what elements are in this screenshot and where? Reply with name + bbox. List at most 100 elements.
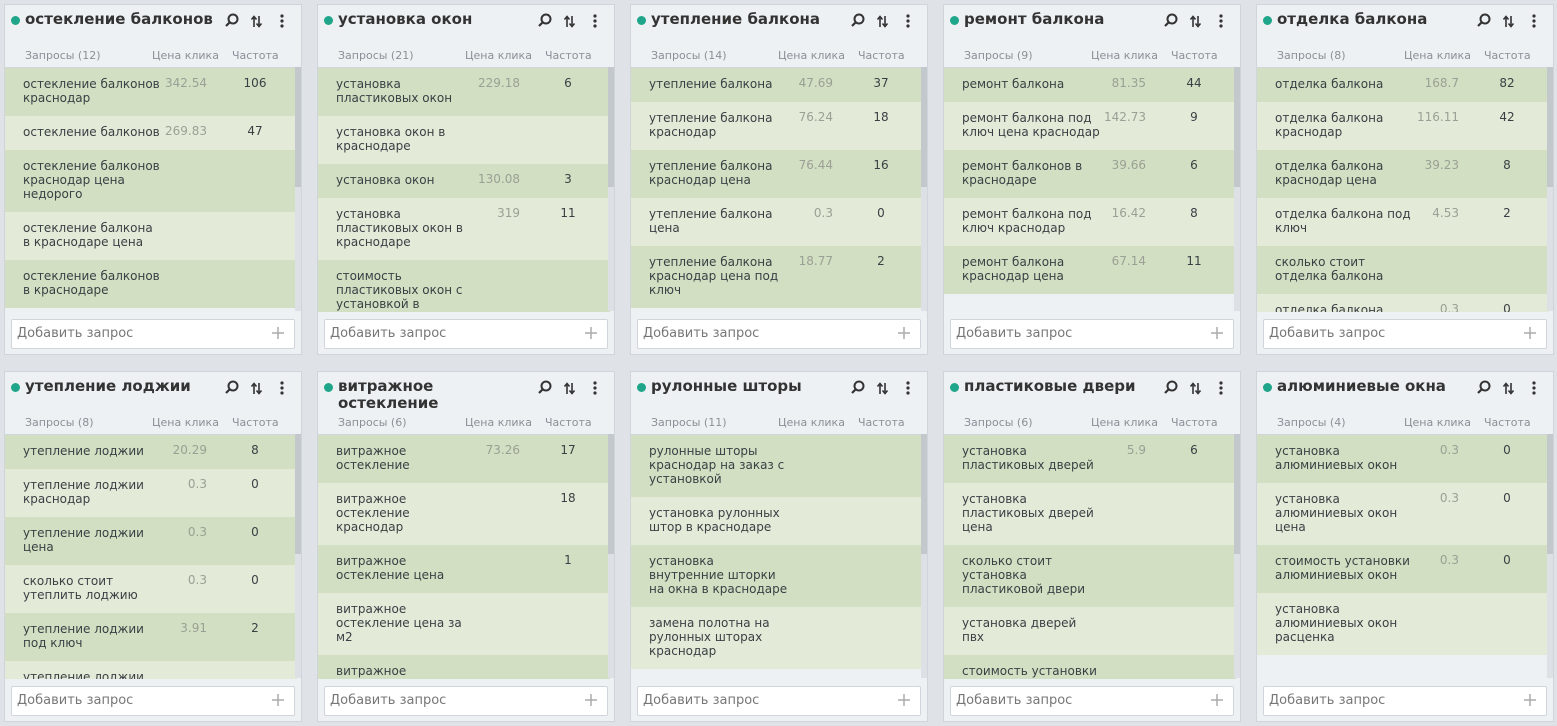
menu-icon[interactable]	[280, 14, 284, 28]
card-toolbar[interactable]	[1477, 380, 1543, 396]
add-query-input[interactable]: Добавить запрос	[1263, 686, 1547, 716]
query-row[interactable]: остекление балконов в краснодаре	[5, 260, 297, 308]
card-toolbar[interactable]	[1164, 13, 1230, 29]
card-icons[interactable]	[538, 380, 604, 396]
add-button[interactable]	[1211, 320, 1223, 348]
query-row[interactable]: стоимость установки пластиковой двери	[944, 655, 1236, 679]
scrollbar-thumb[interactable]	[1547, 67, 1553, 187]
sort-icon[interactable]	[1189, 15, 1202, 28]
menu-icon[interactable]	[1532, 14, 1536, 28]
menu-icon[interactable]	[280, 381, 284, 395]
add-query-input[interactable]: Добавить запрос	[324, 319, 608, 349]
query-row[interactable]: стоимость установки алюминиевых окон 0.3 0	[1257, 545, 1549, 593]
add-button[interactable]	[1524, 320, 1536, 348]
add-button[interactable]	[898, 320, 910, 348]
plus-icon[interactable]	[585, 327, 597, 339]
card-toolbar[interactable]	[225, 380, 291, 396]
add-button[interactable]	[1524, 687, 1536, 715]
query-row[interactable]: отделка балкона под ключ 4.53 2	[1257, 198, 1549, 246]
scrollbar-thumb[interactable]	[1234, 67, 1240, 187]
card-toolbar[interactable]	[851, 13, 917, 29]
add-query-input[interactable]: Добавить запрос	[324, 686, 608, 716]
menu-icon[interactable]	[593, 14, 597, 28]
query-row[interactable]: установка внутренние шторки на окна в кр…	[631, 545, 923, 607]
query-row[interactable]: остекление балконов краснодар цена недор…	[5, 150, 297, 212]
query-row[interactable]: установка алюминиевых окон 0.3 0	[1257, 435, 1549, 483]
sort-icon[interactable]	[1189, 382, 1202, 395]
search-icon[interactable]	[538, 380, 552, 394]
add-button[interactable]	[272, 320, 284, 348]
menu-icon[interactable]	[1532, 381, 1536, 395]
query-row[interactable]: витражное остекление 73.26 17	[318, 435, 610, 483]
card-icons[interactable]	[1477, 380, 1543, 396]
scrollbar-thumb[interactable]	[1234, 434, 1240, 554]
query-row[interactable]: утепление лоджии краснодар 0.3 0	[5, 469, 297, 517]
plus-icon[interactable]	[898, 327, 910, 339]
query-row[interactable]: утепление лоджии 20.29 8	[5, 435, 297, 469]
search-icon[interactable]	[851, 13, 865, 27]
query-row[interactable]: установка алюминиевых окон цена 0.3 0	[1257, 483, 1549, 545]
plus-icon[interactable]	[1211, 327, 1223, 339]
add-query-input[interactable]: Добавить запрос	[11, 686, 295, 716]
add-button[interactable]	[272, 687, 284, 715]
plus-icon[interactable]	[1211, 694, 1223, 706]
add-button[interactable]	[1211, 687, 1223, 715]
query-row[interactable]: установка окон в краснодаре	[318, 116, 610, 164]
scrollbar-thumb[interactable]	[295, 67, 301, 187]
plus-icon[interactable]	[898, 694, 910, 706]
query-row[interactable]: утепление балкона краснодар цена под клю…	[631, 246, 923, 308]
query-row[interactable]: остекление балкона в краснодаре цена	[5, 212, 297, 260]
query-row[interactable]: установка пластиковых дверей цена	[944, 483, 1236, 545]
card-icons[interactable]	[1477, 13, 1543, 29]
card-toolbar[interactable]	[851, 380, 917, 396]
query-row[interactable]: сколько стоит установка пластиковой двер…	[944, 545, 1236, 607]
card-toolbar[interactable]	[1477, 13, 1543, 29]
sort-icon[interactable]	[250, 15, 263, 28]
add-button[interactable]	[585, 687, 597, 715]
scrollbar-thumb[interactable]	[921, 434, 927, 554]
query-row[interactable]: замена полотна на рулонных шторах красно…	[631, 607, 923, 669]
search-icon[interactable]	[225, 13, 239, 27]
scrollbar-thumb[interactable]	[608, 434, 614, 554]
add-query-input[interactable]: Добавить запрос	[1263, 319, 1547, 349]
add-button[interactable]	[898, 687, 910, 715]
card-toolbar[interactable]	[1164, 380, 1230, 396]
query-row[interactable]: установка дверей пвх	[944, 607, 1236, 655]
query-row[interactable]: отделка балкона краснодар 116.11 42	[1257, 102, 1549, 150]
scrollbar-thumb[interactable]	[1547, 434, 1553, 554]
sort-icon[interactable]	[563, 15, 576, 28]
add-query-input[interactable]: Добавить запрос	[950, 686, 1234, 716]
query-row[interactable]: установка рулонных штор в краснодаре	[631, 497, 923, 545]
search-icon[interactable]	[1477, 13, 1491, 27]
search-icon[interactable]	[851, 380, 865, 394]
query-row[interactable]: отделка балкона 0.3 0	[1257, 294, 1549, 312]
query-row[interactable]: ремонт балкона под ключ цена краснодар 14…	[944, 102, 1236, 150]
card-icons[interactable]	[225, 13, 291, 29]
add-query-input[interactable]: Добавить запрос	[950, 319, 1234, 349]
query-row[interactable]: витражное остекление цена 1	[318, 545, 610, 593]
search-icon[interactable]	[1477, 380, 1491, 394]
sort-icon[interactable]	[876, 15, 889, 28]
menu-icon[interactable]	[906, 14, 910, 28]
search-icon[interactable]	[538, 13, 552, 27]
card-icons[interactable]	[1164, 13, 1230, 29]
query-row[interactable]: остекление балконов 269.83 47	[5, 116, 297, 150]
query-row[interactable]: утепление балкона цена 0.3 0	[631, 198, 923, 246]
plus-icon[interactable]	[1524, 327, 1536, 339]
query-row[interactable]: сколько стоит отделка балкона	[1257, 246, 1549, 294]
scrollbar-thumb[interactable]	[295, 434, 301, 554]
query-row[interactable]: ремонт балкона краснодар цена 67.14 11	[944, 246, 1236, 294]
sort-icon[interactable]	[563, 382, 576, 395]
sort-icon[interactable]	[250, 382, 263, 395]
query-row[interactable]: рулонные шторы краснодар на заказ с уста…	[631, 435, 923, 497]
query-row[interactable]: установка пластиковых окон в краснодаре 3…	[318, 198, 610, 260]
card-toolbar[interactable]	[538, 13, 604, 29]
query-row[interactable]: установка окон 130.08 3	[318, 164, 610, 198]
query-row[interactable]: отделка балкона краснодар цена 39.23 8	[1257, 150, 1549, 198]
card-icons[interactable]	[851, 380, 917, 396]
search-icon[interactable]	[1164, 13, 1178, 27]
card-toolbar[interactable]	[538, 380, 604, 396]
query-row[interactable]: витражное остекление	[318, 655, 610, 679]
query-row[interactable]: утепление балкона краснодар цена 76.44 16	[631, 150, 923, 198]
add-query-input[interactable]: Добавить запрос	[11, 319, 295, 349]
